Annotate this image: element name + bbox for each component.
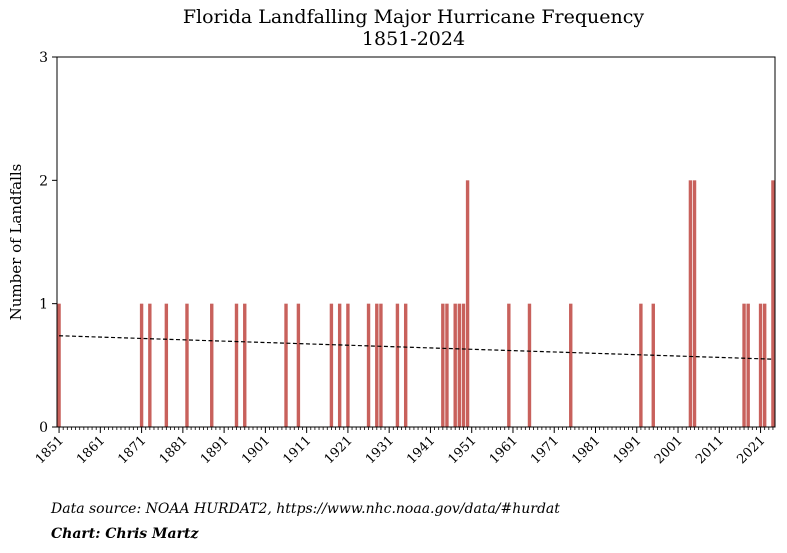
x-tick-label-1991: 1991 (611, 433, 645, 467)
bar-1928 (375, 303, 379, 427)
chart-title-line: Florida Landfalling Major Hurricane Freq… (182, 6, 645, 28)
x-tick-label-1981: 1981 (569, 433, 603, 467)
y-axis-label: Number of Landfalls (7, 164, 25, 321)
bar-2024 (771, 180, 775, 427)
bar-1947 (453, 303, 457, 427)
bar-1882 (185, 303, 189, 427)
x-tick-label-1941: 1941 (404, 433, 438, 467)
bar-1871 (139, 303, 144, 427)
data-source-note: Data source: NOAA HURDAT2, https://www.n… (51, 501, 560, 517)
bar-2022 (762, 303, 767, 427)
y-tick-label-1: 1 (39, 297, 48, 313)
chart-title: Florida Landfalling Major Hurricane Freq… (0, 6, 787, 50)
bar-2005 (692, 180, 697, 427)
bar-1909 (296, 303, 301, 427)
bar-1917 (329, 303, 334, 427)
bar-1975 (569, 303, 573, 427)
bar-2004 (688, 180, 693, 427)
bar-1949 (461, 303, 466, 427)
x-tick-label-1931: 1931 (363, 433, 397, 467)
bar-2021 (758, 303, 763, 427)
bar-1950 (465, 180, 470, 427)
x-tick-label-1851: 1851 (33, 433, 67, 467)
bar-1945 (445, 303, 449, 427)
x-tick-label-2011: 2011 (693, 433, 727, 467)
bar-2018 (746, 303, 750, 427)
bar-1926 (366, 303, 371, 427)
x-tick-label-1891: 1891 (198, 433, 232, 467)
bar-1965 (527, 303, 532, 427)
x-tick-label-1871: 1871 (115, 433, 149, 467)
x-tick-label-1921: 1921 (322, 433, 356, 467)
x-tick-label-1881: 1881 (157, 433, 191, 467)
bar-1992 (639, 303, 643, 427)
bar-1960 (507, 303, 511, 427)
y-tick-label-0: 0 (39, 420, 48, 436)
bar-1888 (210, 303, 214, 427)
bar-1896 (243, 303, 247, 427)
bar-1894 (234, 303, 239, 427)
y-tick-label-2: 2 (39, 173, 48, 189)
x-tick-label-2021: 2021 (734, 433, 768, 467)
y-tick-label-3: 3 (39, 50, 48, 66)
x-tick-label-1911: 1911 (280, 433, 314, 467)
bar-1877 (164, 303, 169, 427)
plot-frame (56, 56, 776, 428)
x-tick-label-1971: 1971 (528, 433, 562, 467)
bar-1944 (441, 303, 445, 427)
bar-1948 (457, 303, 462, 427)
x-tick-label-1961: 1961 (487, 433, 521, 467)
x-tick-label-1951: 1951 (446, 433, 480, 467)
trend-line (59, 335, 773, 360)
bar-1906 (284, 303, 288, 427)
bar-1919 (337, 303, 342, 427)
chart-credit: Chart: Chris Martz (51, 526, 199, 542)
x-tick-label-1861: 1861 (74, 433, 108, 467)
bar-1929 (379, 303, 383, 427)
bar-1995 (651, 303, 655, 427)
bar-1933 (395, 303, 400, 427)
bar-1851 (57, 303, 61, 427)
bar-2017 (742, 303, 746, 427)
bar-1921 (346, 303, 350, 427)
x-tick-label-1901: 1901 (239, 433, 273, 467)
bar-1873 (148, 303, 152, 427)
x-tick-label-2001: 2001 (652, 433, 686, 467)
bar-1935 (403, 303, 408, 427)
chart-subtitle: 1851-2024 (361, 28, 466, 50)
